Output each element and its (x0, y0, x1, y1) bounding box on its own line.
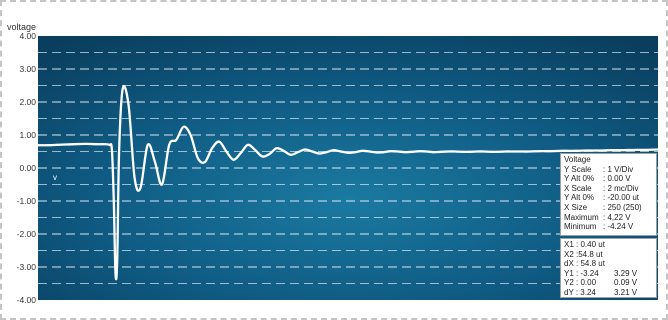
settings-title-text: Voltage (564, 155, 591, 164)
cursor-row-value: Y1 : -3.24 (564, 268, 599, 278)
settings-row: Y Alt 0% : -20.00 ut (564, 193, 653, 203)
settings-row: Maximum : 4,22 V (564, 213, 653, 223)
settings-row-value: : 2 mc/Div (603, 183, 639, 193)
y-tick-label: -2.00 (17, 229, 37, 239)
cursor-row: dX : 54.8 ut (564, 259, 653, 269)
settings-panel: Voltage Y Scale : 1 V/Div Y Alt 0% : 0.00 V… (560, 153, 657, 236)
settings-row-value: : -4.24 V (603, 222, 634, 232)
y-axis-label: voltage (7, 22, 36, 32)
cursor-row: Y2 : 0.00 0.09 V (564, 278, 653, 288)
settings-row-label: Y Scale (564, 164, 592, 174)
y-tick-label: 4.00 (19, 31, 36, 41)
y-tick-labels: 4.00 3.00 2.00 1.00 0.00 -1.00 -2.00 -3.00 -4.00 (17, 31, 37, 305)
settings-row-value: : 4,22 V (603, 212, 631, 222)
cursor-row-value: X2 :54.8 ut (564, 249, 603, 259)
cursor-row-voltage: 3.21 V (614, 287, 638, 297)
settings-row-label: Y Alt 0% (564, 193, 595, 203)
signal-line (36, 84, 660, 281)
settings-row-value: : -20.00 ut (603, 193, 640, 203)
y-tick-label: 2.00 (19, 97, 36, 107)
cursor-panel: X1 : 0.40 ut X2 :54.8 ut dX : 54.8 ut Y1 : … (560, 238, 657, 298)
y-tick-label: 1.00 (19, 130, 36, 140)
settings-row-value: : 1 V/Div (603, 164, 634, 174)
settings-row-value: : 250 (250) (603, 202, 642, 212)
cursor-row-value: dX : 54.8 ut (564, 259, 605, 269)
settings-row-label: Minimum (564, 222, 597, 232)
cursor-row-value: dY : 3.24 (564, 287, 596, 297)
cursor-row: Y1 : -3.24 3.29 V (564, 269, 653, 279)
cursor-row-value: X1 : 0.40 ut (564, 240, 605, 249)
settings-row-label: Maximum (564, 212, 599, 222)
series-label: v (53, 173, 57, 182)
grid-lines (38, 52, 658, 284)
settings-row: Minimum : -4.24 V (564, 222, 653, 232)
cursor-row: X1 : 0.40 ut (564, 240, 653, 250)
y-tick-label: -4.00 (17, 295, 37, 305)
cursor-row: X2 :54.8 ut (564, 250, 653, 260)
y-tick-label: 3.00 (19, 64, 36, 74)
cursor-row-value: Y2 : 0.00 (564, 278, 597, 288)
cursor-row: dY : 3.24 3.21 V (564, 288, 653, 298)
settings-row-label: Y Alt 0% (564, 174, 595, 184)
settings-row-value: : 0.00 V (603, 174, 631, 184)
y-tick-label: -1.00 (17, 196, 37, 206)
settings-row: X Scale : 2 mc/Div (564, 184, 653, 194)
settings-row: Y Scale : 1 V/Div (564, 165, 653, 175)
settings-title: Voltage (564, 155, 653, 165)
y-tick-label: -3.00 (17, 262, 37, 272)
settings-row: Y Alt 0% : 0.00 V (564, 174, 653, 184)
settings-row-label: X Size (564, 202, 588, 212)
cursor-row-voltage: 3.29 V (614, 268, 638, 278)
settings-row-label: X Scale (564, 183, 592, 193)
settings-row: X Size : 250 (250) (564, 203, 653, 213)
cursor-row-voltage: 0.09 V (614, 278, 638, 288)
y-tick-label: 0.00 (19, 163, 36, 173)
